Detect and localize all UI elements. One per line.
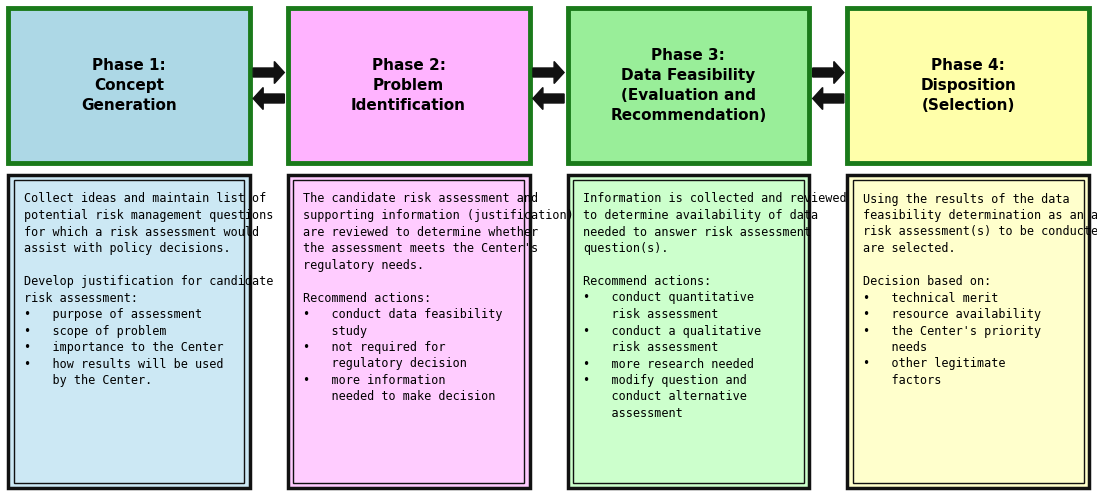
Bar (287, 8, 530, 163)
Bar (847, 175, 1089, 488)
Text: Phase 1:
Concept
Generation: Phase 1: Concept Generation (81, 58, 177, 113)
Text: Collect ideas and maintain list of
potential risk management questions
for which: Collect ideas and maintain list of poten… (23, 192, 273, 387)
Bar (852, 181, 1084, 483)
Polygon shape (253, 87, 284, 110)
Text: Information is collected and reviewed
to determine availability of data
needed t: Information is collected and reviewed to… (583, 192, 847, 420)
Polygon shape (533, 62, 564, 83)
Polygon shape (253, 62, 284, 83)
Bar (287, 175, 530, 488)
Bar (13, 181, 245, 483)
Text: Phase 2:
Problem
Identification: Phase 2: Problem Identification (351, 58, 466, 113)
Text: Using the results of the data
feasibility determination as an aid,
risk assessme: Using the results of the data feasibilit… (862, 192, 1097, 387)
Polygon shape (813, 62, 844, 83)
Polygon shape (533, 87, 564, 110)
Bar (567, 8, 810, 163)
Text: Phase 3:
Data Feasibility
(Evaluation and
Recommendation): Phase 3: Data Feasibility (Evaluation an… (610, 48, 767, 123)
Text: The candidate risk assessment and
supporting information (justification)
are rev: The candidate risk assessment and suppor… (303, 192, 574, 404)
Bar (293, 181, 524, 483)
Bar (847, 8, 1089, 163)
Bar (8, 8, 250, 163)
Bar (573, 181, 804, 483)
Text: Phase 4:
Disposition
(Selection): Phase 4: Disposition (Selection) (920, 58, 1016, 113)
Bar (8, 175, 250, 488)
Bar (567, 175, 810, 488)
Polygon shape (813, 87, 844, 110)
